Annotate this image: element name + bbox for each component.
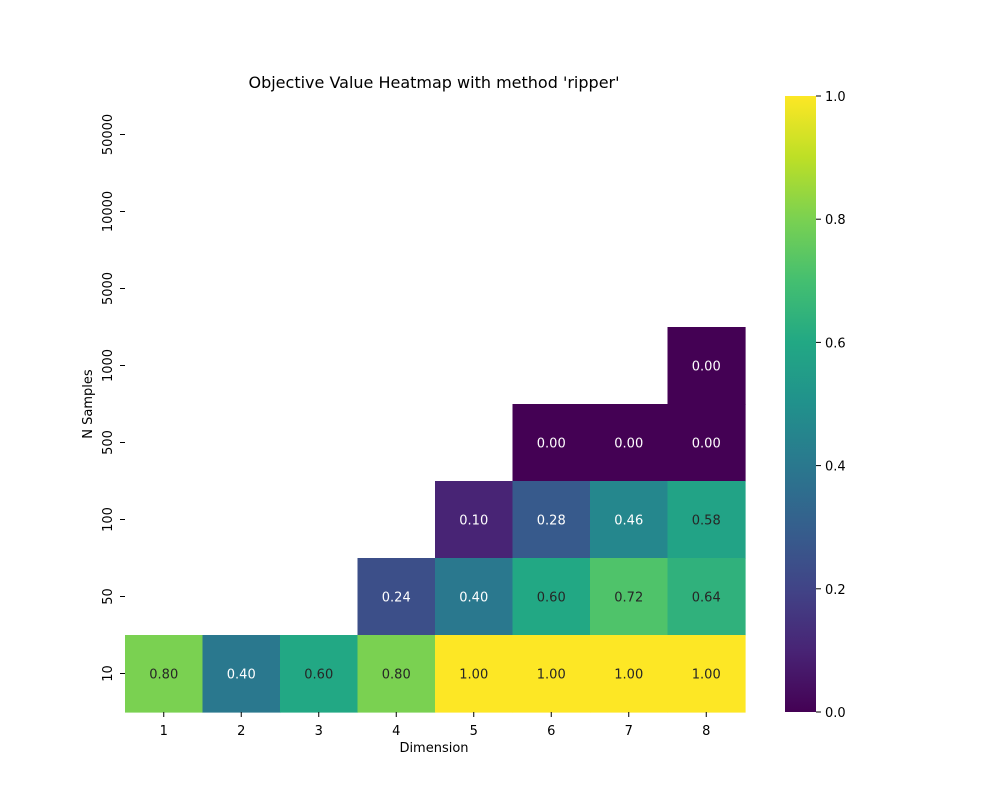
y-tick-label: 10: [101, 665, 116, 682]
colorbar-tick-label: 0.2: [825, 583, 846, 598]
y-tick-label: 50000: [101, 114, 116, 155]
cell-value-label: 0.40: [227, 668, 256, 683]
x-axis-label: Dimension: [399, 741, 468, 756]
cell-value-label: 0.28: [537, 514, 566, 529]
cell-value-label: 0.00: [537, 437, 566, 452]
y-tick-label: 50: [101, 588, 116, 605]
cell-value-label: 0.00: [614, 437, 643, 452]
heatmap-cell-labels: 0.00 0.00 0.00 0.00 0.10 0.28 0.46 0.58 0.24 0.40…: [149, 360, 720, 683]
heatmap-cell-10-6: [512, 635, 591, 713]
heatmap-cell-500-8: [667, 404, 746, 482]
heatmap-cell-100-5: [435, 481, 514, 559]
heatmap-cell-1000-8: [667, 327, 746, 405]
cell-value-label: 0.72: [614, 591, 643, 606]
x-tick-label: 6: [547, 724, 555, 739]
cell-value-label: 1.00: [692, 668, 721, 683]
cell-value-label: 1.00: [537, 668, 566, 683]
colorbar-tick-label: 0.8: [825, 213, 846, 228]
colorbar-tick-label: 0.6: [825, 336, 846, 351]
heatmap-cell-50-6: [512, 558, 591, 636]
cell-value-label: 0.60: [304, 668, 333, 683]
cell-value-label: 0.80: [382, 668, 411, 683]
y-tick-label: 10000: [101, 191, 116, 232]
colorbar: [785, 96, 816, 712]
heatmap-cell-10-5: [435, 635, 514, 713]
cell-value-label: 0.80: [149, 668, 178, 683]
cell-value-label: 0.60: [537, 591, 566, 606]
y-tick-label: 100: [101, 507, 116, 532]
cell-value-label: 0.00: [692, 360, 721, 375]
y-axis-label: N Samples: [81, 369, 96, 439]
cell-value-label: 0.46: [614, 514, 643, 529]
cell-value-label: 1.00: [614, 668, 643, 683]
heatmap-cell-50-8: [667, 558, 746, 636]
x-axis-ticks: 1 2 3 4 5 6 7 8: [160, 712, 710, 739]
colorbar-tick-label: 1.0: [825, 90, 846, 105]
heatmap-cell-100-6: [512, 481, 591, 559]
x-tick-label: 1: [160, 724, 168, 739]
colorbar-tick-label: 0.0: [825, 706, 846, 721]
heatmap-cell-10-8: [667, 635, 746, 713]
y-tick-label: 500: [101, 430, 116, 455]
heatmap-cell-10-4: [357, 635, 436, 713]
y-tick-label: 1000: [101, 349, 116, 382]
cell-value-label: 0.24: [382, 591, 411, 606]
heatmap-cell-100-7: [590, 481, 669, 559]
x-tick-label: 8: [702, 724, 710, 739]
x-tick-label: 3: [315, 724, 323, 739]
chart-title: Objective Value Heatmap with method 'rip…: [248, 73, 619, 92]
colorbar-ticks: 0.0 0.2 0.4 0.6 0.8 1.0: [816, 90, 846, 721]
x-tick-label: 4: [392, 724, 400, 739]
heatmap-cell-100-8: [667, 481, 746, 559]
cell-value-label: 0.40: [459, 591, 488, 606]
heatmap-cell-500-6: [512, 404, 591, 482]
cell-value-label: 1.00: [459, 668, 488, 683]
heatmap-cell-50-7: [590, 558, 669, 636]
heatmap-cells: [125, 327, 746, 713]
y-axis-ticks: 50000 10000 5000 1000 500 100 50 10: [101, 114, 125, 682]
cell-value-label: 0.10: [459, 514, 488, 529]
heatmap-cell-10-7: [590, 635, 669, 713]
cell-value-label: 0.00: [692, 437, 721, 452]
cell-value-label: 0.58: [692, 514, 721, 529]
heatmap-cell-10-3: [280, 635, 359, 713]
cell-value-label: 0.64: [692, 591, 721, 606]
heatmap-cell-10-2: [202, 635, 281, 713]
x-tick-label: 7: [625, 724, 633, 739]
heatmap-cell-500-7: [590, 404, 669, 482]
heatmap-cell-50-5: [435, 558, 514, 636]
colorbar-tick-label: 0.4: [825, 460, 846, 475]
heatmap-cell-50-4: [357, 558, 436, 636]
x-tick-label: 2: [237, 724, 245, 739]
y-tick-label: 5000: [101, 272, 116, 305]
x-tick-label: 5: [470, 724, 478, 739]
heatmap-cell-10-1: [125, 635, 204, 713]
